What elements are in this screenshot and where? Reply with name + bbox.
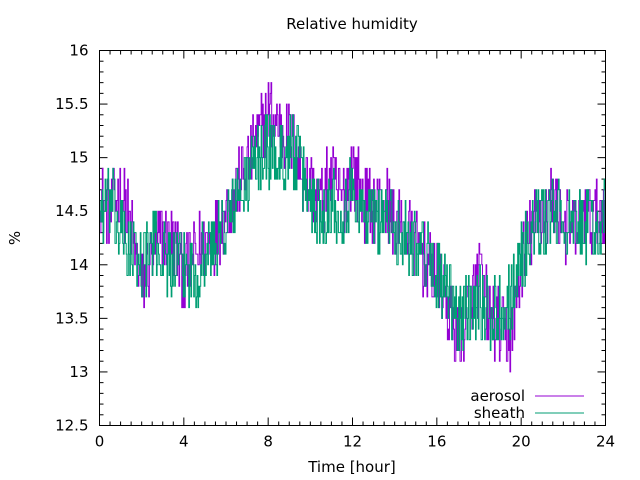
x-axis-label: Time [hour] xyxy=(307,458,396,476)
y-tick-label: 15 xyxy=(69,149,88,167)
series-line-sheath xyxy=(99,114,606,351)
y-tick-label: 14 xyxy=(69,256,88,274)
x-tick-label: 12 xyxy=(343,433,362,451)
legend-label-sheath: sheath xyxy=(474,404,525,422)
y-tick-label: 16 xyxy=(69,42,88,60)
chart-title: Relative humidity xyxy=(286,15,418,33)
legend-label-aerosol: aerosol xyxy=(470,387,525,405)
plot-area xyxy=(99,82,606,373)
y-axis-label: % xyxy=(6,231,24,245)
y-tick-label: 13 xyxy=(69,363,88,381)
x-tick-label: 8 xyxy=(263,433,273,451)
x-tick-label: 16 xyxy=(427,433,446,451)
axes: 12.5 13 13.5 14 14.5 15 15.5 16 0 4 8 12 16 20 24 xyxy=(55,42,615,451)
x-tick-label: 0 xyxy=(95,433,105,451)
y-tick-label: 12.5 xyxy=(55,417,88,435)
y-tick-label: 14.5 xyxy=(55,202,88,220)
plot-frame xyxy=(99,50,606,426)
x-tick-label: 4 xyxy=(179,433,189,451)
y-tick-label: 13.5 xyxy=(55,309,88,327)
x-tick-label: 24 xyxy=(596,433,615,451)
y-tick-label: 15.5 xyxy=(55,95,88,113)
series-line-aerosol xyxy=(99,82,606,373)
x-tick-label: 20 xyxy=(512,433,531,451)
